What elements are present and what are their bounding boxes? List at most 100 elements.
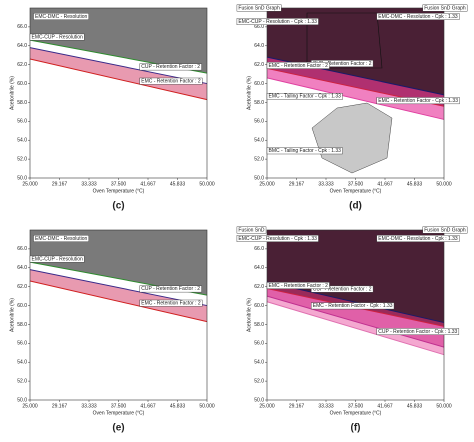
region: [267, 296, 444, 355]
y-tick-label: 50.0: [254, 397, 264, 403]
x-axis-label: Oven Temperature (°C): [93, 410, 145, 416]
y-tick-label: 60.0: [254, 81, 264, 87]
y-tick-label: 58.0: [254, 100, 264, 106]
label-box: [266, 92, 343, 100]
y-tick-label: 62.0: [254, 62, 264, 68]
label-box: [236, 226, 267, 234]
label-box: [236, 4, 282, 12]
boundary-line: [29, 58, 208, 101]
label-box: [236, 235, 319, 242]
x-tick-label: 29.167: [289, 403, 305, 409]
series-label: CUP - Retention Factor : 2: [311, 285, 374, 293]
label-text: BMC - Tailing Factor - Cpk : 1.33: [269, 148, 342, 154]
region-blob: [306, 12, 383, 69]
y-tick-label: 64.0: [17, 43, 27, 49]
label-box: [33, 13, 89, 20]
label-text: EMC-CUP - Resolution - Cpk : 1.33: [238, 236, 317, 242]
y-tick-label: 56.0: [254, 341, 264, 347]
annotation: Fusion SnD Graph: [236, 4, 282, 12]
y-tick-label: 54.0: [17, 138, 27, 144]
x-tick-label: 25.000: [259, 181, 275, 187]
label-box: [139, 77, 203, 85]
label-text: Fusion SnD Graph: [424, 227, 466, 233]
panel-caption: (d): [349, 201, 362, 212]
panel: 50.0 52.0 54.0 56.0 58.0 60.0 62.0 64.0 66.0 25.0…: [236, 226, 468, 434]
boundary-line: [29, 280, 208, 323]
x-tick-label: 29.167: [289, 181, 305, 187]
region: [30, 8, 207, 74]
label-box: [139, 63, 202, 71]
boundary-line: [29, 269, 208, 307]
y-axis-label: Acetonitrile (%): [246, 298, 252, 332]
label-text: Fusion SnD: [238, 227, 265, 233]
x-tick-label: 33.333: [81, 181, 97, 187]
label-text: EMC - Retention Factor - Cpk : 1.33: [378, 98, 458, 104]
y-axis-label: Acetonitrile (%): [246, 76, 252, 110]
panel: 50.0 52.0 54.0 56.0 58.0 60.0 62.0 64.0 66.0 25.0…: [9, 229, 215, 434]
label-box: [311, 285, 374, 293]
panel-caption: (f): [351, 423, 361, 434]
x-tick-label: 37.500: [348, 181, 364, 187]
annotation: EMC-CUP - Resolution - Cpk : 1.33: [236, 235, 319, 242]
label-text: Fusion SnD Graph: [238, 5, 280, 11]
label-text: EMC - Tailing Factor - Cpk : 1.33: [269, 94, 342, 100]
label-box: [311, 302, 395, 310]
label-box: [422, 4, 468, 12]
series-label: EMC - Retention Factor : 2: [139, 77, 203, 85]
series-label: EMC - Retention Factor : 2: [266, 62, 330, 69]
annotation: Fusion SnD Graph: [422, 226, 468, 234]
region: [30, 47, 207, 100]
x-tick-label: 33.333: [318, 403, 334, 409]
y-tick-label: 52.0: [254, 156, 264, 162]
label-text: CUP - Retention Factor : 2: [313, 61, 372, 67]
label-box: [376, 328, 460, 335]
x-tick-label: 41.667: [377, 181, 393, 187]
annotation: EMC-DMC - Resolution: [33, 235, 89, 242]
y-tick-label: 50.0: [17, 397, 27, 403]
label-box: [376, 13, 460, 20]
series-label: EMC - Retention Factor : 2: [266, 282, 330, 289]
region: [267, 68, 444, 120]
boundary-line: [266, 301, 445, 356]
y-tick-label: 52.0: [17, 156, 27, 162]
panel: 50.0 52.0 54.0 56.0 58.0 60.0 62.0 64.0 66.0 25.0…: [236, 4, 468, 212]
x-tick-label: 33.333: [81, 403, 97, 409]
x-tick-label: 25.000: [259, 403, 275, 409]
annotation: EMC - Tailing Factor - Cpk : 1.33: [266, 92, 343, 100]
region: [267, 57, 444, 107]
x-tick-label: 41.667: [140, 403, 156, 409]
region-blob: [311, 102, 393, 174]
y-tick-label: 62.0: [17, 284, 27, 290]
annotation: EMC-DMC - Resolution - Cpk : 1.33: [376, 235, 460, 242]
annotation: EMC-CUP - Resolution - Cpk : 1.33: [236, 18, 319, 25]
label-text: EMC - Retention Factor : 2: [269, 283, 329, 289]
y-tick-label: 54.0: [254, 138, 264, 144]
x-axis-label: Oven Temperature (°C): [330, 410, 382, 416]
x-tick-label: 45.833: [407, 181, 423, 187]
label-box: [266, 147, 343, 155]
label-box: [29, 255, 85, 263]
x-tick-label: 45.833: [170, 403, 186, 409]
label-text: EMC-CUP - Resolution - Cpk : 1.33: [238, 19, 317, 25]
y-tick-label: 56.0: [254, 119, 264, 125]
label-box: [139, 285, 202, 293]
annotation: Fusion SnD: [236, 226, 267, 234]
y-tick-label: 64.0: [17, 265, 27, 271]
x-tick-label: 50.000: [436, 403, 452, 409]
label-text: CUP - Retention Factor : 2: [141, 286, 200, 292]
label-text: EMC - Retention Factor : 2: [269, 63, 329, 69]
label-text: Fusion SnD Graph: [424, 5, 466, 11]
y-axis-label: Acetonitrile (%): [9, 76, 15, 110]
y-tick-label: 52.0: [254, 378, 264, 384]
annotation: EMC-DMC - Resolution - Cpk : 1.33: [376, 13, 460, 20]
x-tick-label: 37.500: [111, 403, 127, 409]
x-tick-label: 45.833: [407, 403, 423, 409]
label-text: EMC-CUP - Resolution: [32, 34, 84, 40]
series-label: EMC-CUP - Resolution: [29, 33, 85, 41]
region: [30, 230, 207, 296]
series-label: EMC-CUP - Resolution: [29, 255, 85, 263]
label-text: EMC-DMC - Resolution: [35, 236, 87, 242]
y-tick-label: 64.0: [254, 265, 264, 271]
annotation: BMC - Tailing Factor - Cpk : 1.33: [266, 147, 343, 155]
y-tick-label: 54.0: [254, 360, 264, 366]
